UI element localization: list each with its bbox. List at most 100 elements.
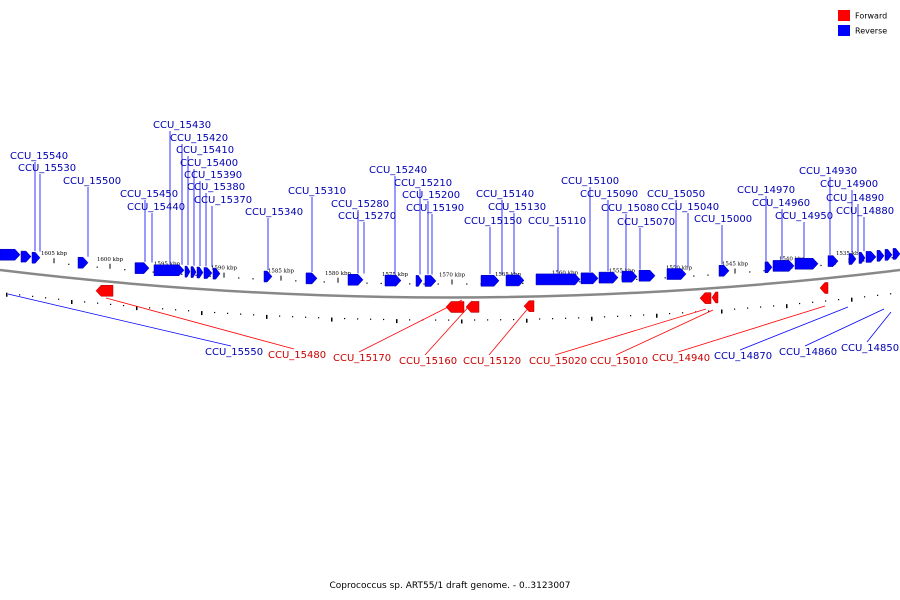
reverse-gene-arrow[interactable] bbox=[263, 270, 273, 283]
reverse-gene-arrow[interactable] bbox=[134, 262, 150, 274]
reverse-gene-label[interactable]: CCU_15410 bbox=[176, 145, 234, 156]
reverse-gene-label[interactable]: CCU_15400 bbox=[180, 158, 238, 169]
forward-gene-label[interactable]: CCU_15020 bbox=[529, 356, 587, 367]
reverse-gene-arrow[interactable] bbox=[598, 271, 619, 284]
reverse-gene-label[interactable]: CCU_15050 bbox=[647, 189, 705, 200]
forward-gene-arrow[interactable] bbox=[819, 282, 829, 294]
reverse-gene-arrow[interactable] bbox=[580, 272, 599, 285]
reverse-gene-label[interactable]: CCU_15530 bbox=[18, 163, 76, 174]
scale-minor-tick bbox=[209, 275, 211, 277]
reverse-gene-label[interactable]: CCU_14970 bbox=[737, 185, 795, 196]
reverse-gene-label[interactable]: CCU_15420 bbox=[170, 133, 228, 144]
reverse-gene-arrow[interactable] bbox=[858, 252, 866, 264]
reverse-gene-arrow[interactable] bbox=[184, 265, 191, 278]
reverse-gene-label[interactable]: CCU_15190 bbox=[406, 203, 464, 214]
reverse-gene-arrow[interactable] bbox=[621, 270, 638, 283]
reverse-gene-label[interactable]: CCU_14930 bbox=[799, 166, 857, 177]
reverse-gene-label[interactable]: CCU_15270 bbox=[338, 211, 396, 222]
reverse-gene-label[interactable]: CCU_15550 bbox=[205, 347, 263, 358]
reverse-gene-arrow[interactable] bbox=[848, 253, 857, 265]
reverse-gene-label[interactable]: CCU_15070 bbox=[617, 217, 675, 228]
forward-track-mark bbox=[97, 302, 99, 304]
reverse-gene-arrow[interactable] bbox=[764, 261, 773, 273]
reverse-gene-label[interactable]: CCU_14960 bbox=[752, 198, 810, 209]
reverse-gene-arrow[interactable] bbox=[31, 251, 41, 264]
reverse-gene-arrow[interactable] bbox=[384, 274, 402, 287]
reverse-gene-label[interactable]: CCU_15200 bbox=[402, 190, 460, 201]
reverse-gene-arrow[interactable] bbox=[865, 251, 877, 263]
reverse-gene-label[interactable]: CCU_15380 bbox=[187, 182, 245, 193]
forward-gene-arrow[interactable] bbox=[445, 301, 465, 313]
reverse-gene-arrow[interactable] bbox=[884, 249, 893, 261]
scale-minor-tick bbox=[693, 275, 695, 277]
reverse-gene-arrow[interactable] bbox=[718, 265, 730, 277]
reverse-gene-label[interactable]: CCU_15000 bbox=[694, 214, 752, 225]
reverse-gene-label[interactable]: CCU_14880 bbox=[836, 206, 894, 217]
forward-gene-arrow[interactable] bbox=[699, 292, 712, 304]
forward-gene-arrow[interactable] bbox=[523, 300, 535, 312]
reverse-gene-label[interactable]: CCU_15140 bbox=[476, 189, 534, 200]
reverse-gene-label[interactable]: CCU_14950 bbox=[775, 211, 833, 222]
reverse-gene-arrow[interactable] bbox=[535, 273, 581, 286]
forward-gene-arrow[interactable] bbox=[95, 285, 114, 297]
reverse-gene-arrow[interactable] bbox=[153, 264, 185, 277]
forward-track-mark bbox=[656, 313, 658, 318]
reverse-gene-arrow[interactable] bbox=[876, 250, 885, 262]
reverse-gene-arrow[interactable] bbox=[827, 255, 839, 267]
reverse-gene-label[interactable]: CCU_15150 bbox=[464, 216, 522, 227]
reverse-gene-arrow[interactable] bbox=[480, 275, 500, 287]
reverse-gene-arrow[interactable] bbox=[305, 272, 318, 285]
scale-minor-tick bbox=[707, 274, 709, 276]
reverse-gene-label[interactable]: CCU_14900 bbox=[820, 179, 878, 190]
reverse-gene-arrow[interactable] bbox=[666, 268, 687, 280]
reverse-gene-label[interactable]: CCU_15080 bbox=[601, 203, 659, 214]
scale-minor-tick bbox=[664, 277, 666, 279]
forward-gene-label[interactable]: CCU_15170 bbox=[333, 353, 391, 364]
forward-gene-label[interactable]: CCU_15010 bbox=[590, 356, 648, 367]
reverse-gene-label[interactable]: CCU_15450 bbox=[120, 189, 178, 200]
forward-gene-label[interactable]: CCU_15120 bbox=[463, 356, 521, 367]
reverse-gene-label[interactable]: CCU_15500 bbox=[63, 176, 121, 187]
forward-gene-arrow[interactable] bbox=[465, 301, 480, 313]
forward-gene-arrow[interactable] bbox=[711, 291, 719, 304]
reverse-gene-label[interactable]: CCU_15130 bbox=[488, 202, 546, 213]
reverse-gene-label[interactable]: CCU_15390 bbox=[184, 170, 242, 181]
reverse-gene-arrow[interactable] bbox=[196, 266, 204, 279]
reverse-gene-label[interactable]: CCU_15440 bbox=[127, 202, 185, 213]
reverse-gene-arrow[interactable] bbox=[424, 275, 437, 287]
reverse-gene-arrow[interactable] bbox=[794, 257, 819, 270]
reverse-gene-label[interactable]: CCU_15210 bbox=[394, 178, 452, 189]
reverse-gene-arrow[interactable] bbox=[20, 250, 32, 263]
reverse-gene-label[interactable]: CCU_15090 bbox=[580, 189, 638, 200]
reverse-gene-label[interactable]: CCU_15100 bbox=[561, 176, 619, 187]
reverse-gene-arrow[interactable] bbox=[190, 266, 197, 278]
reverse-gene-arrow[interactable] bbox=[772, 260, 795, 272]
reverse-gene-label[interactable]: CCU_14890 bbox=[826, 193, 884, 204]
reverse-gene-label[interactable]: CCU_15540 bbox=[10, 151, 68, 162]
reverse-gene-label[interactable]: CCU_15280 bbox=[331, 199, 389, 210]
reverse-gene-arrow[interactable] bbox=[415, 275, 423, 287]
reverse-gene-arrow[interactable] bbox=[347, 274, 364, 286]
reverse-gene-arrow[interactable] bbox=[505, 274, 525, 287]
reverse-gene-label[interactable]: CCU_15370 bbox=[194, 195, 252, 206]
forward-gene-label[interactable]: CCU_15160 bbox=[399, 356, 457, 367]
reverse-gene-arrow[interactable] bbox=[0, 248, 21, 261]
reverse-gene-arrow[interactable] bbox=[892, 248, 900, 260]
reverse-gene-label[interactable]: CCU_15040 bbox=[661, 202, 719, 213]
reverse-gene-label[interactable]: CCU_15340 bbox=[245, 207, 303, 218]
reverse-gene-label[interactable]: CCU_14860 bbox=[779, 347, 837, 358]
forward-gene-label[interactable]: CCU_14940 bbox=[652, 353, 710, 364]
reverse-gene-label[interactable]: CCU_15310 bbox=[288, 186, 346, 197]
reverse-gene-label[interactable]: CCU_15430 bbox=[153, 120, 211, 131]
reverse-gene-arrow[interactable] bbox=[203, 267, 213, 279]
reverse-gene-label[interactable]: CCU_14870 bbox=[714, 351, 772, 362]
forward-gene-label[interactable]: CCU_15480 bbox=[268, 350, 326, 361]
reverse-gene-arrow[interactable] bbox=[638, 269, 656, 282]
reverse-gene-label[interactable]: CCU_14850 bbox=[841, 343, 899, 354]
reverse-gene-label[interactable]: CCU_15240 bbox=[369, 165, 427, 176]
bottom-label-leader bbox=[866, 311, 892, 343]
reverse-gene-arrow[interactable] bbox=[77, 256, 89, 269]
reverse-gene-arrow[interactable] bbox=[212, 267, 221, 280]
reverse-gene-label[interactable]: CCU_15110 bbox=[528, 216, 586, 227]
forward-track-mark bbox=[734, 308, 736, 310]
